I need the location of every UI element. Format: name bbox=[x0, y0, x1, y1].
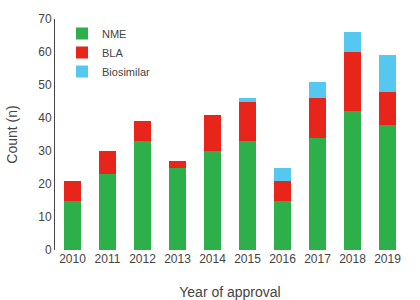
svg-text:2014: 2014 bbox=[199, 252, 226, 266]
svg-text:20: 20 bbox=[38, 177, 52, 191]
svg-text:2015: 2015 bbox=[234, 252, 261, 266]
svg-text:50: 50 bbox=[38, 78, 52, 92]
svg-text:2016: 2016 bbox=[269, 252, 296, 266]
svg-text:Count (n): Count (n) bbox=[4, 105, 20, 163]
svg-text:70: 70 bbox=[38, 12, 52, 26]
svg-text:2013: 2013 bbox=[164, 252, 191, 266]
svg-text:2019: 2019 bbox=[374, 252, 401, 266]
svg-text:2012: 2012 bbox=[129, 252, 156, 266]
svg-text:2018: 2018 bbox=[339, 252, 366, 266]
svg-text:Biosimilar: Biosimilar bbox=[102, 66, 150, 78]
svg-text:NME: NME bbox=[102, 28, 126, 40]
svg-text:30: 30 bbox=[38, 144, 52, 158]
svg-text:40: 40 bbox=[38, 111, 52, 125]
svg-text:2017: 2017 bbox=[304, 252, 331, 266]
svg-text:10: 10 bbox=[38, 210, 52, 224]
svg-text:2010: 2010 bbox=[59, 252, 86, 266]
svg-text:2011: 2011 bbox=[95, 252, 121, 266]
svg-text:Year of approval: Year of approval bbox=[179, 284, 280, 300]
svg-text:60: 60 bbox=[38, 45, 52, 59]
svg-text:0: 0 bbox=[45, 243, 52, 257]
svg-text:BLA: BLA bbox=[102, 47, 123, 59]
